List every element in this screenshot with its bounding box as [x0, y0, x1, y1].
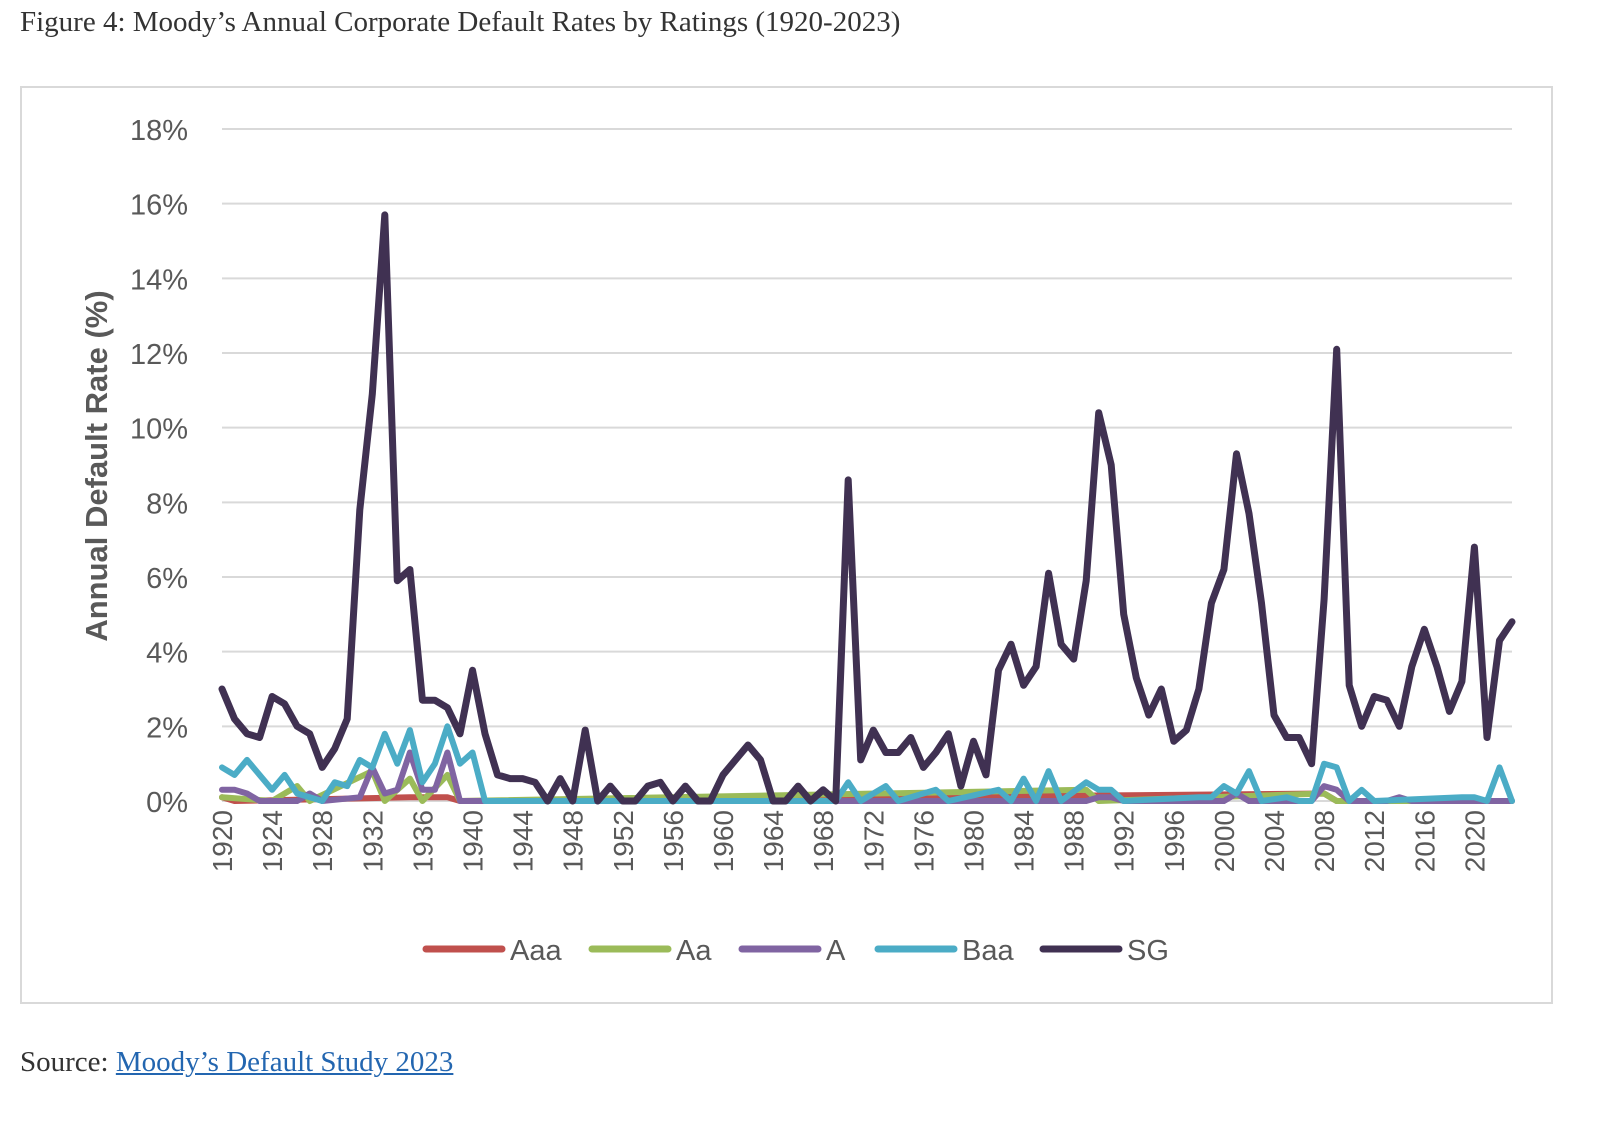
x-tick-label: 1948 [558, 810, 589, 872]
source-line: Source: Moody’s Default Study 2023 [20, 1046, 453, 1079]
x-tick-label: 2000 [1209, 810, 1240, 872]
y-tick-label: 16% [130, 190, 188, 222]
x-tick-label: 1964 [758, 810, 789, 872]
x-tick-label: 1924 [257, 810, 288, 872]
x-tick-label: 2020 [1459, 810, 1490, 872]
y-tick-label: 6% [146, 563, 188, 595]
y-tick-label: 2% [146, 712, 188, 744]
series-line-a [219, 749, 1515, 804]
x-tick-label: 2004 [1259, 810, 1290, 872]
x-tick-label: 1972 [858, 810, 889, 872]
legend: Aaa Aa A Baa SG [422, 935, 1169, 967]
x-tick-label: 2008 [1309, 810, 1340, 872]
x-tick-label: 1984 [1009, 810, 1040, 872]
y-axis-label: Annual Default Rate (%) [79, 290, 114, 641]
legend-label-baa: Baa [962, 935, 1014, 967]
figure-caption: Figure 4: Moody’s Annual Corporate Defau… [20, 6, 901, 38]
x-tick-label: 1988 [1059, 810, 1090, 872]
y-tick-label: 8% [146, 488, 188, 520]
y-axis-ticks: 0% 2% 4% 6% 8% 10% 12% 14% 16% 18% [130, 115, 188, 819]
x-tick-label: 1980 [958, 810, 989, 872]
x-tick-label: 2016 [1409, 810, 1440, 872]
x-tick-label: 1976 [908, 810, 939, 872]
x-tick-label: 1992 [1109, 810, 1140, 872]
y-tick-label: 14% [130, 264, 188, 296]
source-link[interactable]: Moody’s Default Study 2023 [115, 1046, 454, 1078]
x-tick-label: 1940 [457, 810, 488, 872]
x-tick-label: 1956 [658, 810, 689, 872]
x-tick-label: 1932 [357, 810, 388, 872]
x-tick-label: 1920 [207, 810, 238, 872]
legend-label-sg: SG [1127, 935, 1169, 967]
legend-label-a: A [826, 935, 846, 967]
x-tick-label: 1952 [608, 810, 639, 872]
series-line-baa [219, 723, 1515, 804]
x-tick-label: 1944 [508, 810, 539, 872]
series-lines [218, 211, 1516, 805]
y-tick-label: 4% [146, 638, 188, 670]
grid-lines [222, 128, 1512, 802]
chart-frame: 0% 2% 4% 6% 8% 10% 12% 14% 16% 18% 1920 1924 1928 19… [20, 86, 1553, 1004]
y-tick-label: 18% [130, 115, 188, 147]
x-tick-label: 1928 [307, 810, 338, 872]
x-tick-label: 1960 [708, 810, 739, 872]
x-tick-label: 1936 [407, 810, 438, 872]
series-line-sg [218, 211, 1516, 805]
y-tick-label: 12% [130, 339, 188, 371]
series-line-aa [219, 768, 1515, 804]
default-rate-chart: 0%2%4%6%8%10%12%14%16%18% 1920 1924 1928 19… [79, 115, 1516, 967]
source-label: Source: [20, 1046, 109, 1078]
y-tick-label: 0% [146, 787, 188, 819]
y-tick-label: 10% [130, 414, 188, 446]
legend-label-aa: Aa [676, 935, 712, 967]
x-axis-ticks: 1920 1924 1928 1932 1936 1940 1944 1948 1952 1956… [207, 810, 1490, 872]
legend-label-aaa: Aaa [510, 935, 562, 967]
x-tick-label: 1968 [808, 810, 839, 872]
x-tick-label: 1996 [1159, 810, 1190, 872]
x-tick-label: 2012 [1359, 810, 1390, 872]
